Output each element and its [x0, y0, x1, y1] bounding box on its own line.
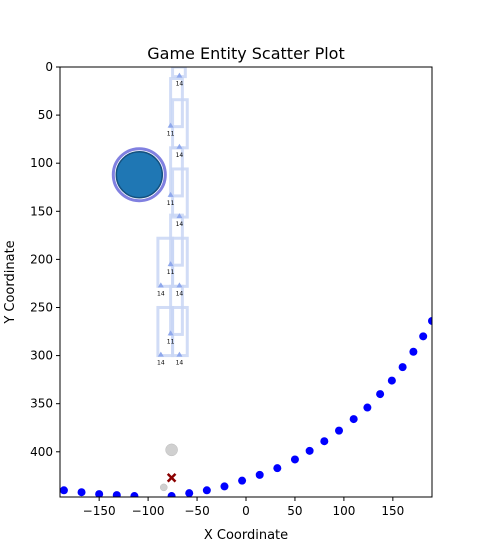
y-tick-label-8: 400 [30, 445, 53, 459]
curve-point-14 [320, 437, 329, 446]
x-tick-label-5: 100 [332, 504, 355, 518]
y-tick-label-7: 350 [30, 397, 53, 411]
entity-label-10: 14 [176, 360, 184, 367]
chart-title: Game Entity Scatter Plot [147, 44, 344, 63]
x-tick-label-4: 50 [287, 504, 302, 518]
y-tick-label-1: 50 [38, 108, 53, 122]
entity-frame-4 [171, 167, 189, 219]
entity-label-8: 11 [167, 338, 175, 345]
entity-triangle-0 [176, 72, 183, 78]
curve-point-4 [130, 492, 139, 497]
curve-point-22 [419, 332, 428, 341]
entity-frame-7 [156, 236, 175, 288]
entity-label-5: 11 [167, 269, 175, 276]
entity-label-2: 14 [176, 152, 184, 159]
x-tick-label-1: −100 [132, 504, 165, 518]
x-tick-label-3: 0 [242, 504, 250, 518]
y-tick-label-4: 200 [30, 252, 53, 266]
cross-marker [166, 472, 177, 483]
curve-point-0 [60, 486, 68, 495]
entity-triangle-6 [157, 282, 164, 288]
x-tick-label-2: −50 [184, 504, 209, 518]
axis-ticks: −150 −100 −50 0 50 100 150 0 50 100 150 200 250 300 35… [30, 60, 404, 518]
entity-triangle-10 [176, 351, 183, 357]
x-tick-label-0: −150 [83, 504, 116, 518]
curve-point-1 [77, 488, 86, 497]
curve-point-5 [167, 492, 176, 497]
entity-label-3: 11 [167, 200, 175, 207]
entity-frame-10 [156, 305, 175, 358]
curve-point-20 [398, 363, 407, 372]
player-circle [115, 150, 164, 199]
curve-point-11 [273, 464, 282, 473]
gray-point-1 [160, 483, 168, 492]
entity-triangle-5 [167, 261, 174, 267]
curve-point-3 [112, 491, 121, 497]
y-tick-label-0: 0 [45, 60, 53, 74]
plot-frame [59, 66, 433, 498]
entity-frame-1 [169, 77, 184, 129]
entity-label-9: 14 [157, 360, 165, 367]
curve-point-2 [95, 490, 104, 497]
curve-point-13 [305, 446, 314, 455]
curve-point-8 [220, 482, 229, 491]
curve-point-16 [349, 415, 358, 424]
entity-label-4: 14 [176, 221, 184, 228]
curve-point-17 [363, 403, 372, 412]
curve-point-6 [185, 489, 194, 497]
entity-triangle-9 [157, 351, 164, 357]
y-tick-label-2: 100 [30, 156, 53, 170]
entity-label-7: 14 [176, 290, 184, 297]
entity-triangle-8 [167, 330, 174, 336]
x-tick-label-6: 150 [381, 504, 404, 518]
curve-point-9 [238, 476, 247, 485]
curve-point-7 [202, 486, 211, 495]
curve-point-18 [376, 390, 385, 399]
entity-triangle-1 [167, 122, 174, 128]
entity-frame-8 [169, 284, 184, 336]
curve-point-10 [255, 470, 264, 479]
entity-triangle-7 [176, 282, 183, 288]
entity-triangle-2 [176, 143, 183, 149]
entity-frame-3 [169, 146, 184, 198]
entity-triangle-3 [167, 191, 174, 197]
entity-frame-2 [171, 98, 189, 150]
curve-point-19 [387, 376, 396, 385]
cross-line-b [166, 472, 177, 483]
player-circle-ring [111, 147, 167, 203]
entity-label-0: 14 [176, 81, 184, 88]
curve-point-15 [335, 426, 343, 435]
entity-frame-5 [169, 213, 184, 267]
entity-frame-9 [171, 305, 189, 358]
y-axis-label: Y Coordinate [3, 240, 18, 324]
x-axis-label: X Coordinate [204, 528, 288, 543]
entity-label-1: 11 [167, 131, 175, 138]
entity-triangle-4 [176, 213, 183, 219]
curve-point-23 [428, 316, 432, 325]
entity-label-6: 14 [157, 290, 165, 297]
y-tick-label-6: 300 [30, 349, 53, 363]
curve-point-21 [409, 347, 418, 356]
curve-point-12 [290, 455, 299, 464]
gray-point-0 [165, 443, 178, 457]
entity-frame-6 [171, 236, 189, 288]
y-tick-label-5: 250 [30, 300, 53, 314]
y-tick-label-3: 150 [30, 204, 53, 218]
